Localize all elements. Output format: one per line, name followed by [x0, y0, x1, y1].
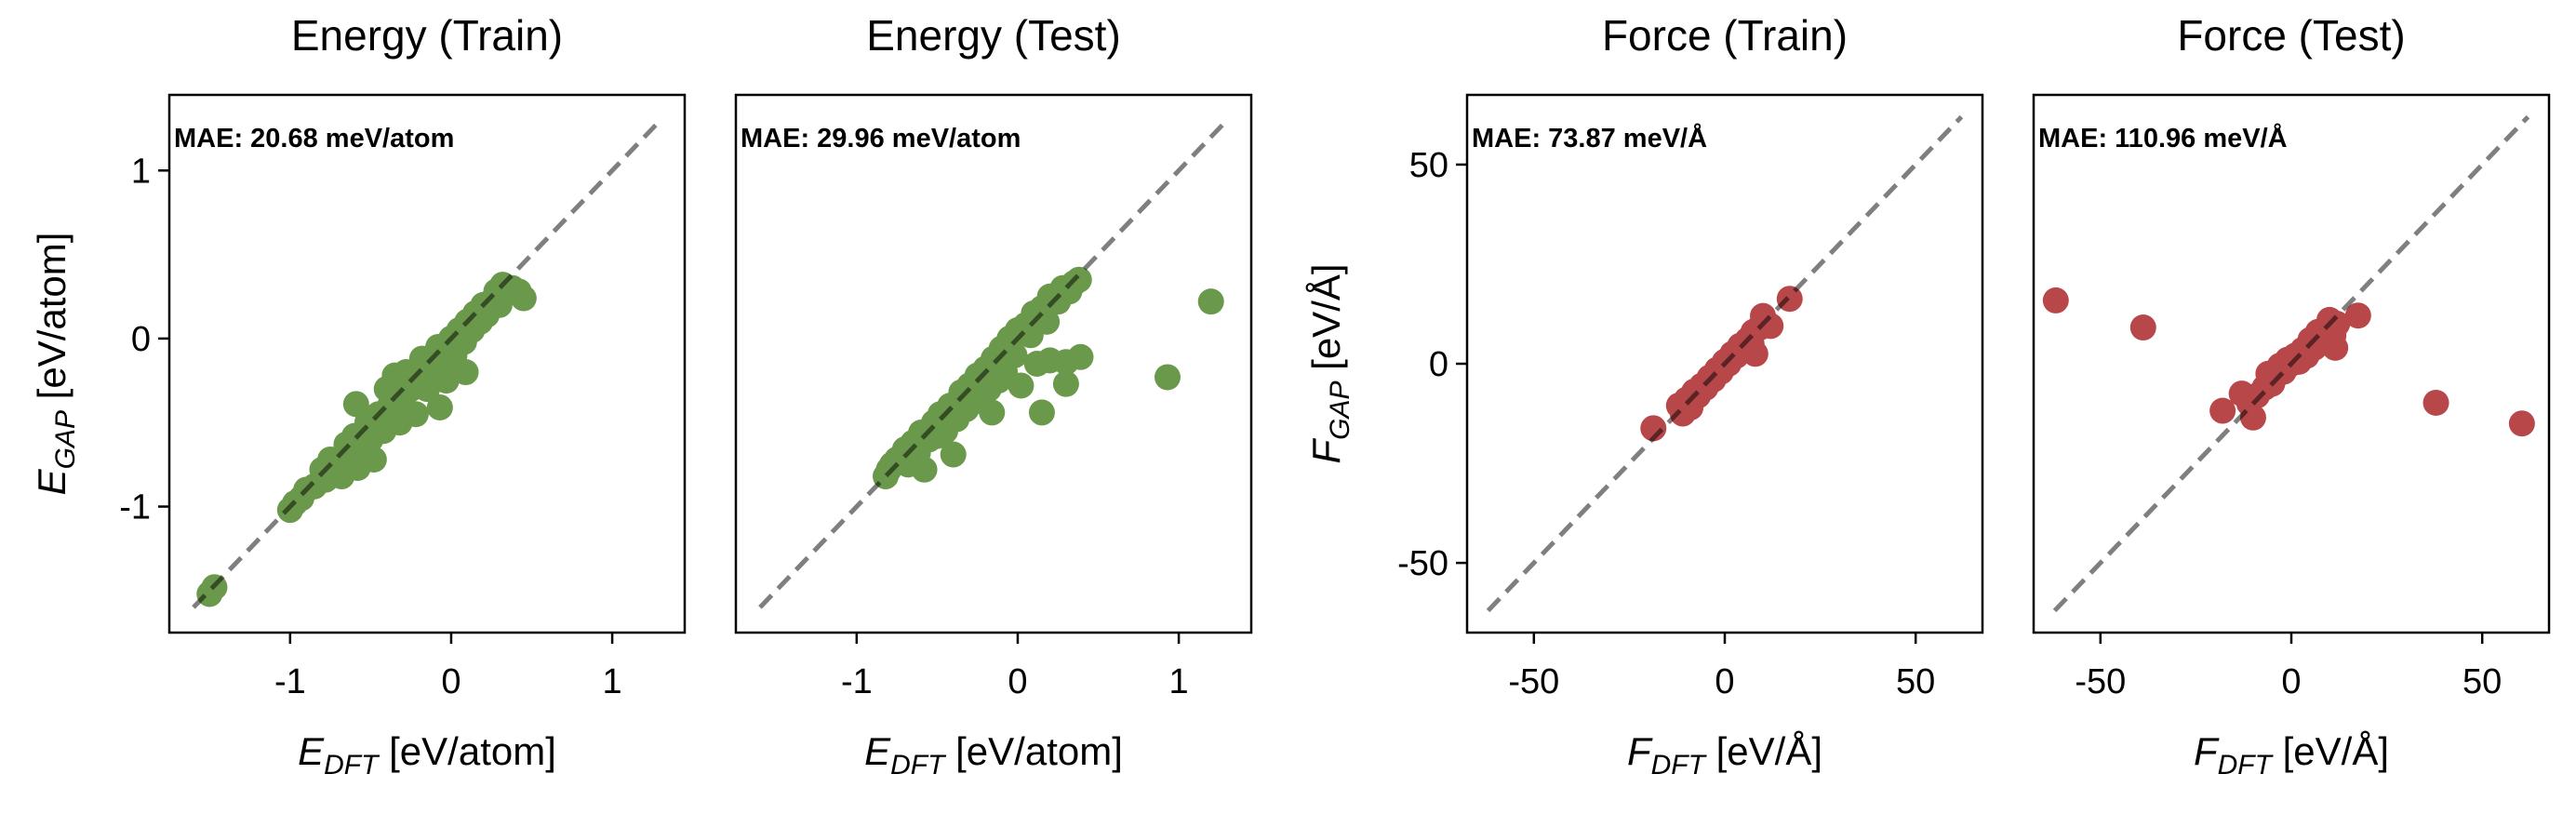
data-point	[1742, 340, 1768, 367]
panel-title: Energy (Test)	[866, 11, 1121, 60]
y-label-unit: [eV/Å]	[1304, 263, 1348, 380]
data-point	[2239, 404, 2266, 431]
x-label-unit: [eV/Å]	[2272, 729, 2389, 773]
panel-1: Energy (Train) MAE: 20.68 meV/atom -1 0 1 -1 0…	[30, 11, 687, 781]
data-point	[2322, 334, 2349, 361]
y-tick-label: -50	[1397, 544, 1448, 583]
data-point	[1065, 266, 1092, 293]
y-label-symbol: E	[30, 468, 73, 495]
y-tick-label: 50	[1409, 146, 1448, 185]
parity-line	[2052, 114, 2530, 613]
x-tick-label: -50	[2075, 662, 2126, 701]
panel-title: Force (Test)	[2177, 11, 2405, 60]
x-label-symbol: F	[1627, 729, 1653, 773]
x-label-unit: [eV/Å]	[1705, 729, 1822, 773]
data-point	[1067, 343, 1094, 370]
data-point	[402, 401, 429, 428]
mae-annotation: MAE: 20.68 meV/atom	[174, 124, 454, 153]
parity-line	[758, 118, 1229, 609]
data-point	[474, 301, 501, 328]
plot-area	[758, 118, 1229, 609]
data-point	[342, 391, 369, 418]
parity-line	[1486, 114, 1964, 613]
y-label-subscript: GAP	[1325, 381, 1355, 440]
y-tick-label: 0	[131, 320, 151, 359]
x-label-unit: [eV/atom]	[944, 729, 1122, 773]
data-point	[979, 399, 1006, 426]
x-label-unit: [eV/atom]	[378, 729, 555, 773]
data-point	[1052, 370, 1079, 397]
plot-area	[1486, 114, 1964, 613]
y-tick-label: 1	[131, 152, 151, 191]
data-point	[426, 394, 453, 420]
axes-frame	[734, 93, 1253, 634]
x-axis-label: EDFT [eV/atom]	[864, 729, 1123, 781]
plot-area	[2042, 114, 2535, 613]
y-label-subscript: GAP	[50, 410, 81, 469]
x-tick-label: -1	[274, 662, 306, 701]
panel-title: Energy (Train)	[291, 11, 563, 60]
x-label-symbol: F	[2194, 729, 2220, 773]
x-label-subscript: DFT	[2218, 750, 2275, 781]
x-tick-label: 50	[1896, 662, 1935, 701]
x-label-symbol: E	[864, 729, 891, 773]
x-tick-label: 0	[1715, 662, 1734, 701]
plot-area	[192, 118, 662, 609]
data-point	[1008, 372, 1034, 399]
x-label-subscript: DFT	[1651, 750, 1708, 781]
data-point	[2423, 389, 2449, 416]
x-tick-label: 0	[2281, 662, 2301, 701]
axes-frame	[167, 93, 687, 634]
y-label-unit: [eV/atom]	[30, 233, 73, 410]
x-axis-label: FDFT [eV/Å]	[1627, 729, 1822, 781]
panel-title: Force (Train)	[1602, 11, 1848, 60]
data-point	[2508, 410, 2535, 437]
x-label-subscript: DFT	[890, 750, 947, 781]
x-label-symbol: E	[298, 729, 325, 773]
mae-annotation: MAE: 73.87 meV/Å	[1472, 123, 1707, 153]
panel-4: Force (Test) MAE: 110.96 meV/Å -50 0 50 FDFT …	[2032, 11, 2551, 781]
panel-2: Energy (Test) MAE: 29.96 meV/atom -1 0 1 EDFT…	[734, 11, 1253, 781]
data-point	[510, 285, 537, 312]
data-point	[1001, 341, 1028, 368]
x-tick-label: 1	[603, 662, 622, 701]
y-axis-label: EGAP [eV/atom]	[30, 233, 81, 496]
x-tick-label: 1	[1169, 662, 1189, 701]
x-axis-label: FDFT [eV/Å]	[2194, 729, 2389, 781]
x-tick-label: 50	[2463, 662, 2502, 701]
data-point	[2324, 311, 2351, 338]
y-label-symbol: F	[1304, 438, 1348, 464]
x-tick-label: -50	[1508, 662, 1559, 701]
x-label-subscript: DFT	[324, 750, 380, 781]
y-axis-label: FGAP [eV/Å]	[1304, 263, 1355, 463]
y-tick-label: 0	[1429, 345, 1448, 384]
x-tick-label: 0	[1008, 662, 1027, 701]
x-tick-label: -1	[841, 662, 873, 701]
data-point	[360, 446, 387, 473]
parity-line	[192, 118, 662, 609]
mae-annotation: MAE: 110.96 meV/Å	[2038, 123, 2288, 153]
data-point	[2042, 287, 2069, 314]
data-point	[2129, 314, 2156, 341]
data-point	[1028, 399, 1055, 426]
data-point	[1197, 288, 1224, 315]
data-point	[1154, 364, 1181, 391]
x-axis-label: EDFT [eV/atom]	[298, 729, 556, 781]
x-tick-label: 0	[441, 662, 460, 701]
data-point	[2209, 397, 2236, 424]
data-point	[452, 359, 479, 386]
data-point	[911, 456, 938, 483]
y-tick-label: -1	[119, 488, 151, 527]
mae-annotation: MAE: 29.96 meV/atom	[741, 124, 1021, 153]
data-point	[940, 441, 967, 468]
panel-3: Force (Train) MAE: 73.87 meV/Å -50 0 50 -50 0 5…	[1304, 11, 1984, 781]
data-point	[2344, 302, 2371, 329]
